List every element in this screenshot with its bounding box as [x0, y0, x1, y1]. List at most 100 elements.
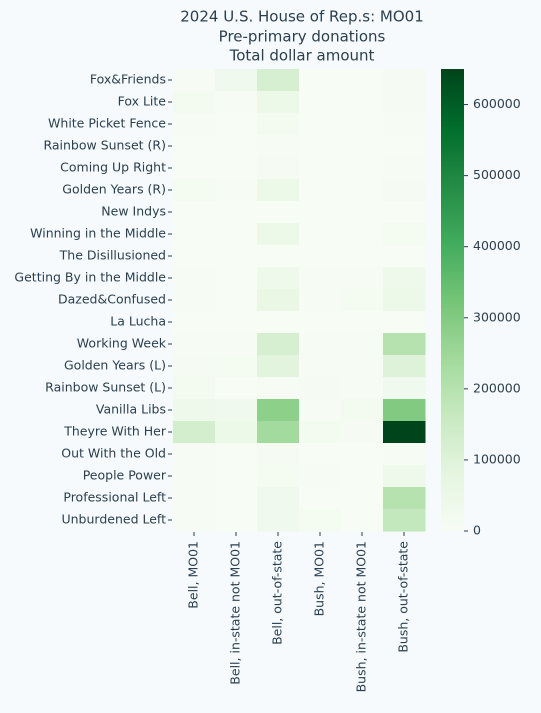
heatmap-cell: [299, 465, 342, 488]
colorbar-tick-label: 300000: [473, 309, 521, 324]
heatmap-cell: [215, 179, 258, 202]
heatmap-cell: [215, 201, 258, 224]
x-tick-label: Bush, out-of-state: [396, 541, 411, 653]
heatmap-cell: [383, 69, 426, 92]
x-tick-label: Bell, out-of-state: [270, 541, 285, 645]
colorbar-tick-label: 200000: [473, 380, 521, 395]
heatmap-cell: [215, 443, 258, 466]
y-tick-label: Dazed&Confused: [58, 292, 166, 307]
heatmap-cell: [299, 135, 342, 158]
colorbar-tick-label: 400000: [473, 238, 521, 253]
heatmap-cell: [299, 333, 342, 356]
heatmap-cell: [257, 69, 300, 92]
x-tick-label: Bell, in-state not MO01: [228, 541, 243, 685]
chart-title: 2024 U.S. House of Rep.s: MO01: [180, 8, 424, 26]
heatmap-cell: [173, 465, 216, 488]
heatmap-cell: [173, 421, 216, 444]
heatmap-cell: [257, 465, 300, 488]
heatmap-cell: [383, 289, 426, 312]
heatmap-cell: [383, 399, 426, 422]
heatmap-cell: [173, 355, 216, 378]
heatmap-cell: [299, 421, 342, 444]
heatmap-cell: [299, 245, 342, 268]
heatmap-cell: [299, 443, 342, 466]
heatmap-cell: [215, 245, 258, 268]
heatmap-cell: [383, 179, 426, 202]
x-tick-label: Bush, MO01: [312, 541, 327, 616]
heatmap-cell: [257, 245, 300, 268]
heatmap-cell: [257, 113, 300, 136]
heatmap-cell: [257, 443, 300, 466]
heatmap-cell: [257, 333, 300, 356]
colorbar-tick-label: 500000: [473, 167, 521, 182]
heatmap-cell: [341, 267, 384, 290]
colorbar-tick-label: 0: [473, 523, 481, 538]
heatmap-cell: [173, 245, 216, 268]
heatmap-cell: [383, 157, 426, 180]
y-tick-label: New Indys: [101, 204, 166, 219]
heatmap-cell: [215, 399, 258, 422]
heatmap-cell: [215, 509, 258, 532]
heatmap-cell: [383, 509, 426, 532]
heatmap-cell: [215, 223, 258, 246]
heatmap-cell: [173, 201, 216, 224]
heatmap-cell: [173, 91, 216, 114]
heatmap-cell: [257, 179, 300, 202]
heatmap-cell: [173, 69, 216, 92]
heatmap-cell: [299, 91, 342, 114]
heatmap-cell: [341, 443, 384, 466]
heatmap-cell: [299, 69, 342, 92]
heatmap-cell: [299, 157, 342, 180]
heatmap-cell: [383, 377, 426, 400]
heatmap-cell: [383, 443, 426, 466]
y-tick-label: White Picket Fence: [48, 116, 166, 131]
heatmap-cell: [173, 311, 216, 334]
heatmap-cell: [383, 267, 426, 290]
heatmap-cell: [341, 91, 384, 114]
y-tick-label: La Lucha: [110, 314, 166, 329]
heatmap-cell: [173, 289, 216, 312]
heatmap-cell: [383, 201, 426, 224]
heatmap-cell: [215, 113, 258, 136]
heatmap-cell: [257, 91, 300, 114]
heatmap-cell: [341, 113, 384, 136]
y-tick-label: Fox Lite: [118, 94, 167, 109]
heatmap-cell: [341, 465, 384, 488]
heatmap-cell: [383, 421, 426, 444]
heatmap-cell: [173, 333, 216, 356]
heatmap-cell: [341, 157, 384, 180]
heatmap-cell: [257, 311, 300, 334]
heatmap-cell: [383, 245, 426, 268]
heatmap-cell: [215, 135, 258, 158]
heatmap-cell: [299, 267, 342, 290]
y-tick-label: Vanilla Libs: [96, 402, 166, 417]
heatmap-cell: [215, 289, 258, 312]
heatmap-cell: [257, 289, 300, 312]
heatmap-cell: [341, 421, 384, 444]
heatmap-cell: [341, 245, 384, 268]
heatmap-cell: [299, 377, 342, 400]
y-tick-label: Coming Up Right: [60, 160, 166, 175]
heatmap-cell: [257, 355, 300, 378]
y-tick-label: Rainbow Sunset (R): [43, 138, 166, 153]
heatmap-cell: [299, 399, 342, 422]
heatmap-cell: [383, 333, 426, 356]
y-tick-label: Theyre With Her: [63, 424, 167, 439]
heatmap-cell: [341, 69, 384, 92]
heatmap-cell: [341, 355, 384, 378]
heatmap-cell: [383, 91, 426, 114]
heatmap-cell: [173, 267, 216, 290]
y-tick-label: Rainbow Sunset (L): [45, 380, 166, 395]
y-tick-label: People Power: [83, 468, 167, 483]
heatmap-cell: [341, 487, 384, 510]
heatmap-cell: [215, 421, 258, 444]
heatmap-cell: [215, 465, 258, 488]
y-tick-label: Out With the Old: [61, 446, 166, 461]
y-tick-label: Golden Years (R): [62, 182, 166, 197]
heatmap-cell: [299, 355, 342, 378]
heatmap-cell: [173, 443, 216, 466]
x-tick-label: Bell, MO01: [186, 541, 201, 609]
y-tick-label: Golden Years (L): [64, 358, 166, 373]
heatmap-cell: [257, 487, 300, 510]
